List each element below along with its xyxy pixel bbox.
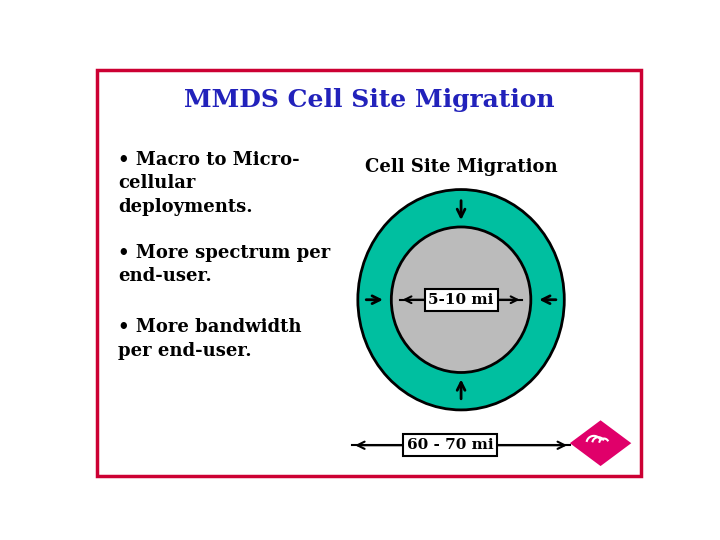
- Text: 60 - 70 mi: 60 - 70 mi: [407, 438, 493, 453]
- Text: • Macro to Micro-
cellular
deployments.: • Macro to Micro- cellular deployments.: [118, 151, 300, 216]
- Polygon shape: [570, 420, 631, 466]
- Text: Cell Site Migration: Cell Site Migration: [365, 158, 557, 176]
- Ellipse shape: [392, 227, 531, 373]
- Text: • More bandwidth
per end-user.: • More bandwidth per end-user.: [118, 319, 302, 360]
- Text: MMDS Cell Site Migration: MMDS Cell Site Migration: [184, 88, 554, 112]
- Text: • More spectrum per
end-user.: • More spectrum per end-user.: [118, 244, 330, 285]
- Text: 5-10 mi: 5-10 mi: [428, 293, 494, 307]
- Ellipse shape: [358, 190, 564, 410]
